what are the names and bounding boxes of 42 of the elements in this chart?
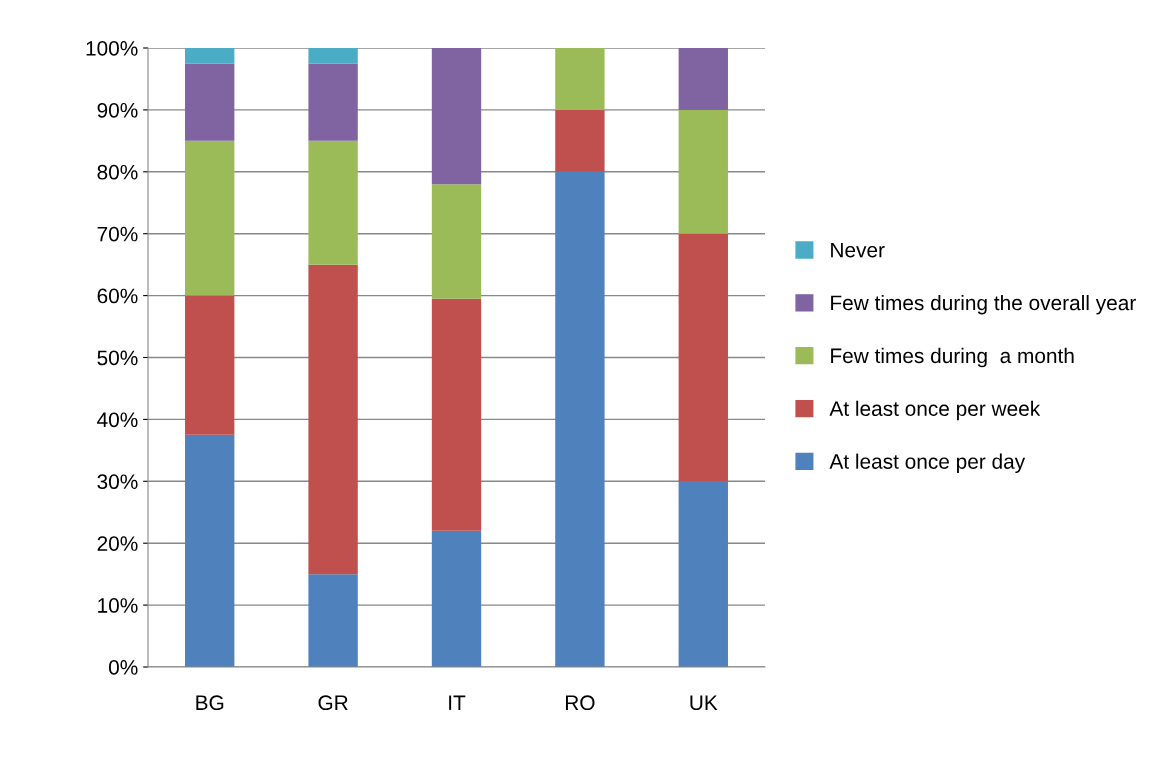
bar xyxy=(308,140,358,265)
y-tick-label: 70% xyxy=(97,226,138,242)
bar xyxy=(678,109,728,234)
y-tick-label: 50% xyxy=(97,350,138,366)
legend-label: Few times during a month xyxy=(831,347,1074,368)
bar xyxy=(555,48,605,110)
y-tick-label: 100% xyxy=(86,41,138,56)
bar xyxy=(431,48,482,185)
legend-label: Never xyxy=(831,242,885,258)
legend-label: At least once per week xyxy=(829,400,1041,421)
bar xyxy=(185,140,235,296)
x-tick-label: GR xyxy=(318,695,348,711)
y-tick-label: 90% xyxy=(97,102,138,118)
bar xyxy=(555,171,605,667)
legend-label: Few times during the overall year xyxy=(831,294,1136,315)
y-tick-label: 80% xyxy=(97,164,138,180)
bar xyxy=(308,574,358,667)
y-tick-label: 0% xyxy=(108,660,138,675)
bar xyxy=(308,48,358,64)
bar xyxy=(431,530,482,667)
y-tick-label: 40% xyxy=(97,412,138,428)
x-tick-label: BG xyxy=(196,695,224,711)
legend-label: At least once per day xyxy=(829,453,1026,473)
x-tick-label: UK xyxy=(690,695,718,711)
bar xyxy=(431,184,482,299)
bar xyxy=(431,298,482,531)
y-tick-label: 20% xyxy=(97,536,138,551)
bar xyxy=(185,295,235,435)
bar xyxy=(308,264,358,575)
bar xyxy=(185,48,235,64)
y-tick-label: 60% xyxy=(97,288,138,304)
x-tick-label: IT xyxy=(449,695,466,710)
x-tick-label: RO xyxy=(565,695,595,711)
bar xyxy=(678,48,728,110)
bar xyxy=(555,109,605,172)
bar xyxy=(308,63,358,141)
bar xyxy=(678,481,728,667)
bar xyxy=(678,233,728,482)
y-tick-label: 30% xyxy=(97,474,138,490)
bar xyxy=(185,63,235,141)
bar xyxy=(185,434,235,667)
y-tick-label: 10% xyxy=(98,598,138,613)
